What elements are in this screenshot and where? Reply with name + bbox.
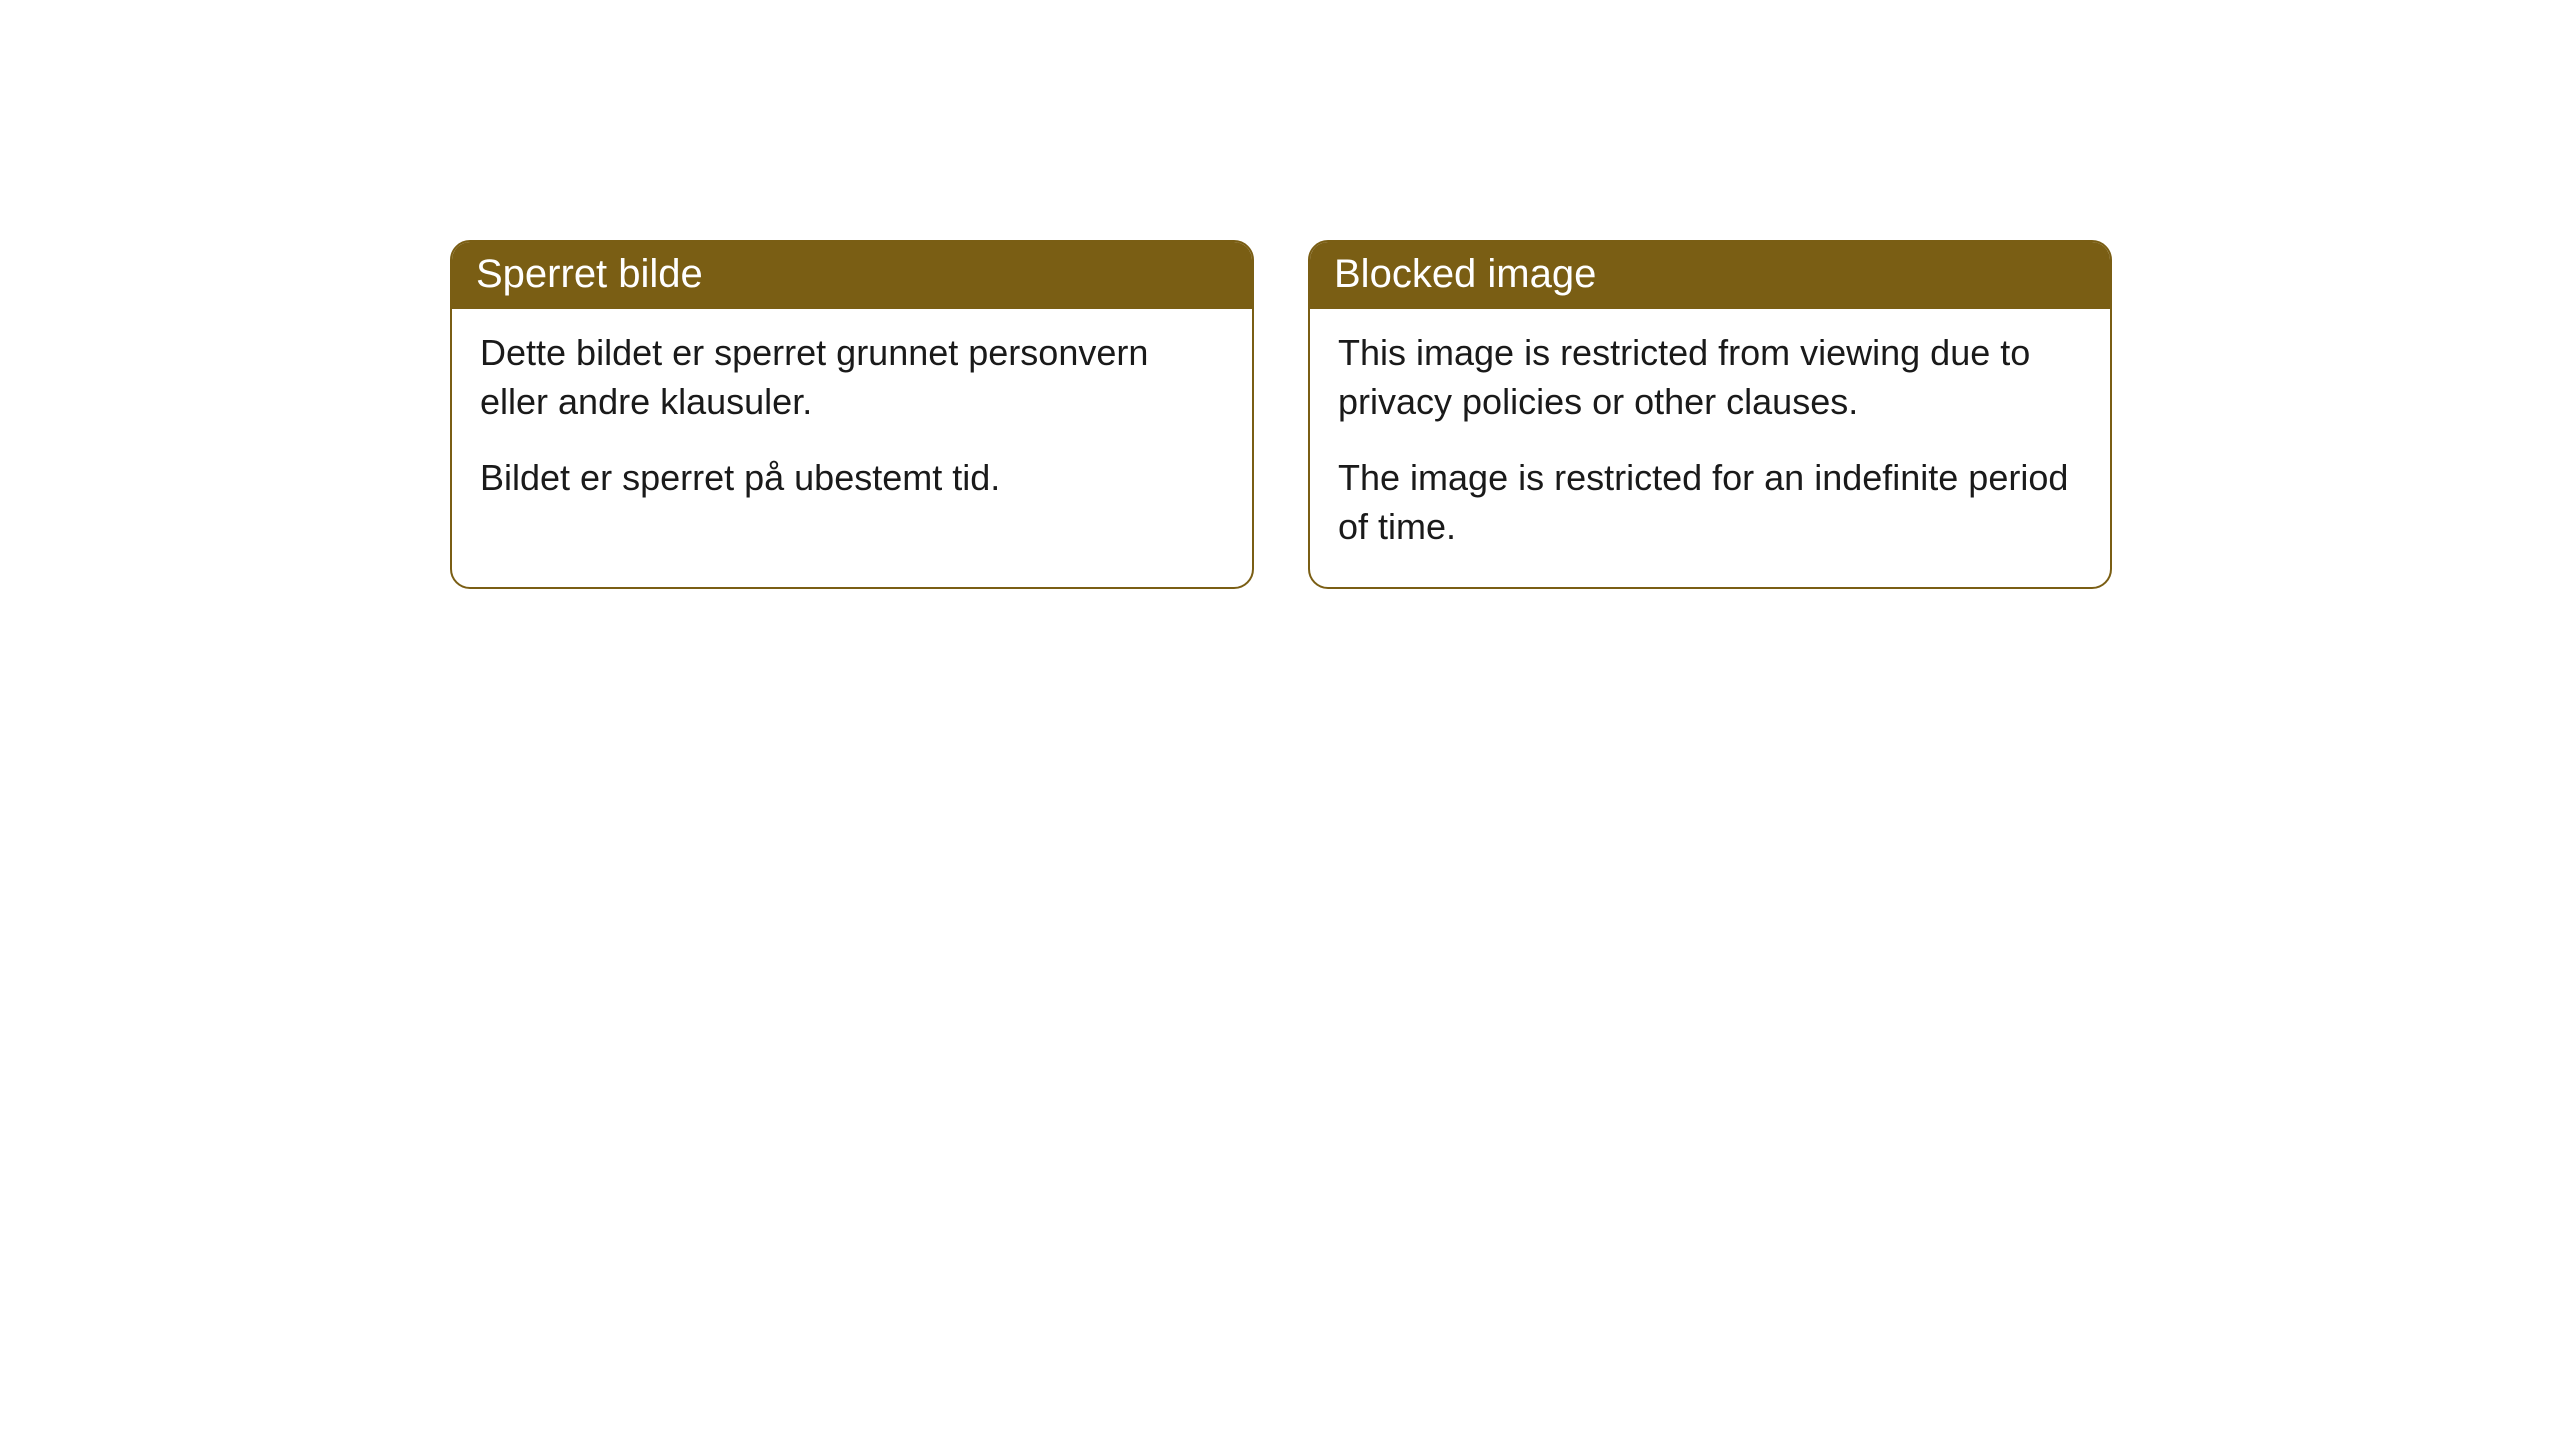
card-body-no: Dette bildet er sperret grunnet personve… (452, 309, 1252, 539)
notice-cards-container: Sperret bilde Dette bildet er sperret gr… (450, 240, 2112, 589)
blocked-image-card-no: Sperret bilde Dette bildet er sperret gr… (450, 240, 1254, 589)
card-paragraph: Bildet er sperret på ubestemt tid. (480, 454, 1224, 503)
card-paragraph: Dette bildet er sperret grunnet personve… (480, 329, 1224, 426)
card-paragraph: The image is restricted for an indefinit… (1338, 454, 2082, 551)
card-header-no: Sperret bilde (452, 242, 1252, 309)
card-header-en: Blocked image (1310, 242, 2110, 309)
blocked-image-card-en: Blocked image This image is restricted f… (1308, 240, 2112, 589)
card-paragraph: This image is restricted from viewing du… (1338, 329, 2082, 426)
card-body-en: This image is restricted from viewing du… (1310, 309, 2110, 587)
